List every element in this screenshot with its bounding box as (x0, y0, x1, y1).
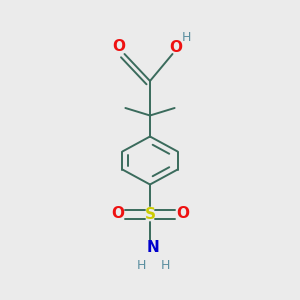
Text: O: O (112, 39, 126, 54)
Text: S: S (145, 207, 155, 222)
Text: O: O (111, 206, 124, 221)
Text: H: H (182, 31, 192, 44)
Text: O: O (169, 40, 183, 55)
Text: N: N (147, 240, 159, 255)
Text: H: H (136, 259, 146, 272)
Text: O: O (176, 206, 189, 221)
Text: H: H (161, 259, 170, 272)
